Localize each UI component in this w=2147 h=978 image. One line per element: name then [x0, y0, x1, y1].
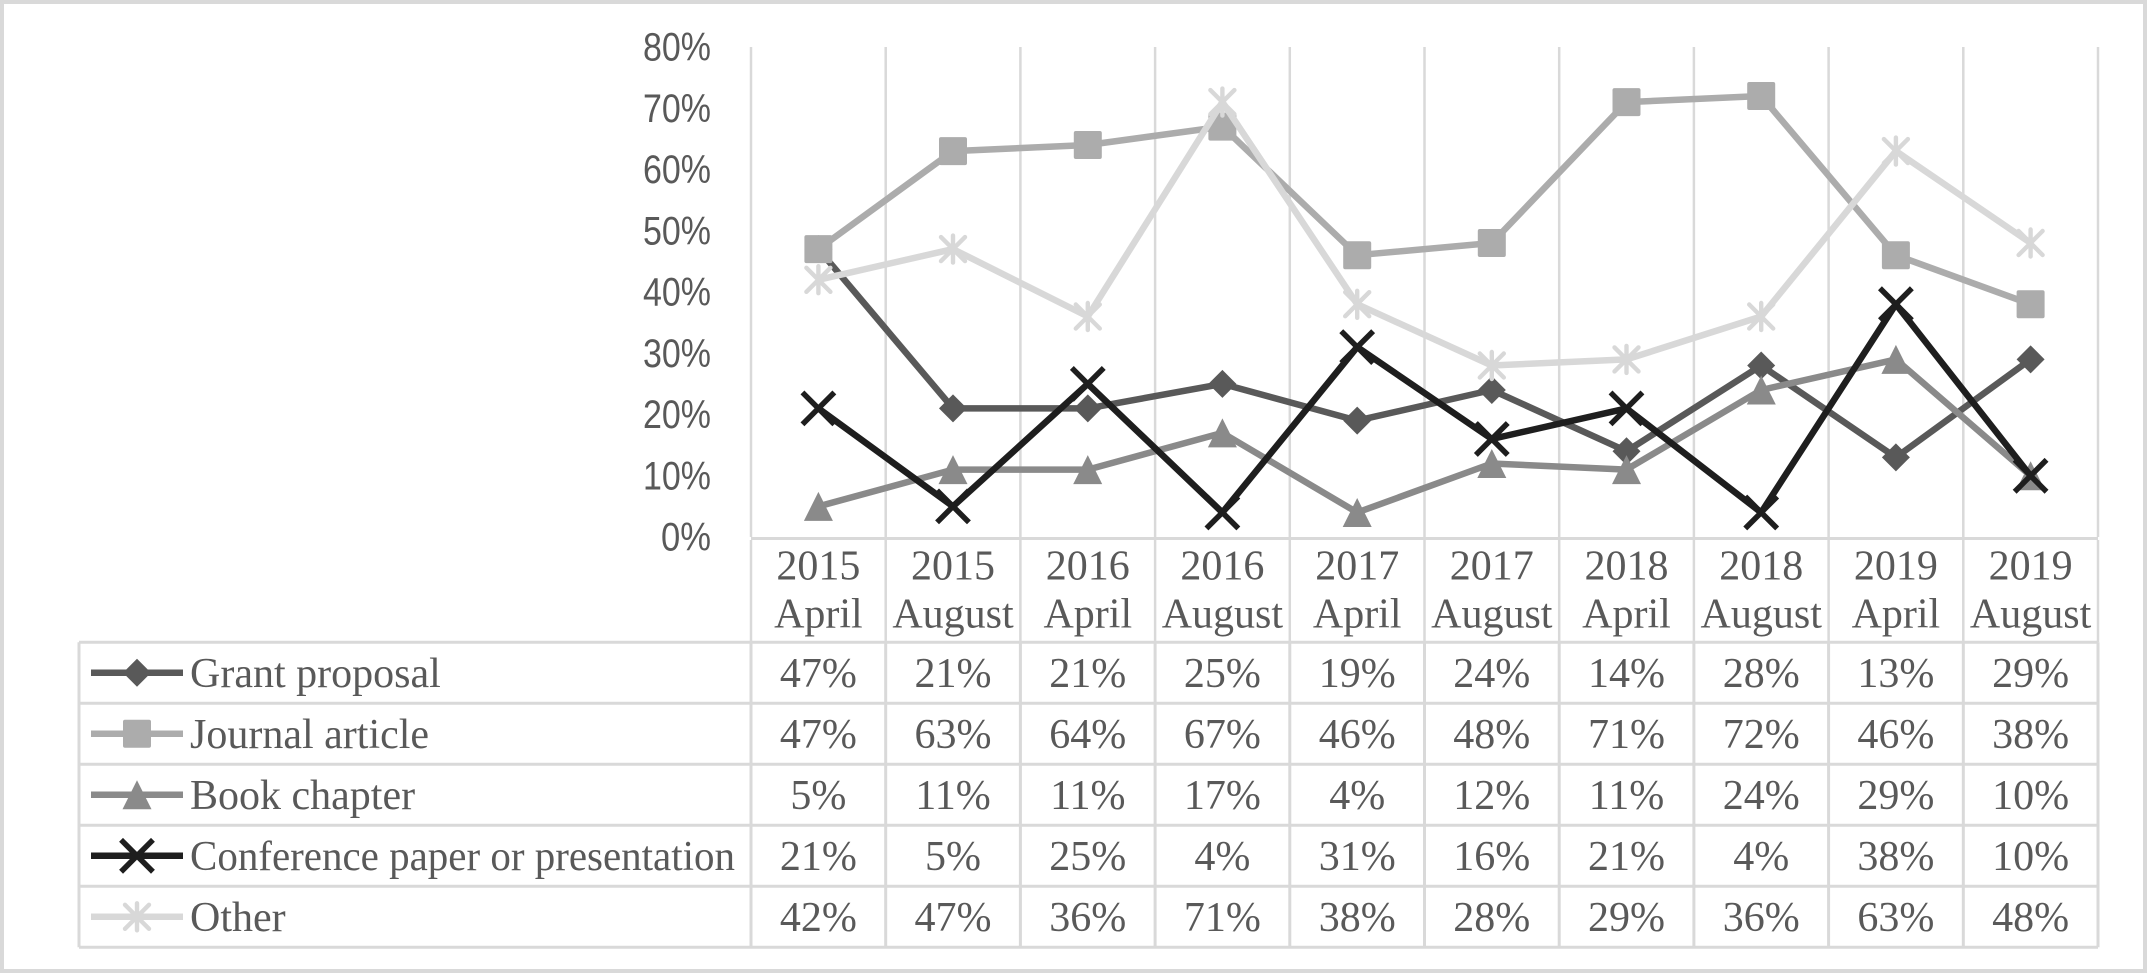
svg-text:64%: 64% — [1049, 712, 1126, 758]
svg-text:August: August — [1701, 591, 1823, 637]
svg-text:67%: 67% — [1184, 712, 1261, 758]
svg-text:5%: 5% — [925, 834, 981, 880]
svg-text:4%: 4% — [1329, 773, 1385, 819]
svg-text:13%: 13% — [1857, 651, 1934, 697]
svg-text:21%: 21% — [915, 651, 992, 697]
svg-text:60%: 60% — [643, 148, 711, 192]
svg-text:Book chapter: Book chapter — [190, 773, 415, 819]
svg-text:17%: 17% — [1184, 773, 1261, 819]
svg-text:36%: 36% — [1049, 895, 1126, 941]
svg-text:29%: 29% — [1857, 773, 1934, 819]
svg-text:10%: 10% — [1992, 773, 2069, 819]
svg-text:April: April — [774, 591, 863, 637]
svg-text:5%: 5% — [790, 773, 846, 819]
svg-text:11%: 11% — [915, 773, 990, 819]
svg-text:40%: 40% — [643, 271, 711, 315]
svg-text:0%: 0% — [661, 516, 711, 560]
svg-text:12%: 12% — [1453, 773, 1530, 819]
svg-text:2017: 2017 — [1450, 544, 1534, 590]
svg-text:46%: 46% — [1857, 712, 1934, 758]
svg-text:30%: 30% — [643, 332, 711, 376]
svg-text:28%: 28% — [1453, 895, 1530, 941]
svg-text:Conference paper or presentati: Conference paper or presentation — [190, 834, 735, 880]
svg-text:2018: 2018 — [1585, 544, 1669, 590]
svg-text:2019: 2019 — [1854, 544, 1938, 590]
svg-text:47%: 47% — [780, 651, 857, 697]
svg-text:2015: 2015 — [776, 544, 860, 590]
svg-text:63%: 63% — [1857, 895, 1934, 941]
svg-text:April: April — [1852, 591, 1941, 637]
svg-text:16%: 16% — [1453, 834, 1530, 880]
svg-text:20%: 20% — [643, 393, 711, 437]
svg-text:70%: 70% — [643, 87, 711, 131]
svg-text:April: April — [1582, 591, 1671, 637]
svg-text:11%: 11% — [1589, 773, 1664, 819]
svg-text:24%: 24% — [1723, 773, 1800, 819]
svg-text:Grant proposal: Grant proposal — [190, 651, 441, 697]
svg-text:2016: 2016 — [1046, 544, 1130, 590]
svg-text:April: April — [1043, 591, 1132, 637]
svg-text:47%: 47% — [915, 895, 992, 941]
svg-text:Journal article: Journal article — [190, 712, 429, 758]
svg-text:4%: 4% — [1733, 834, 1789, 880]
svg-text:63%: 63% — [915, 712, 992, 758]
svg-text:72%: 72% — [1723, 712, 1800, 758]
svg-text:25%: 25% — [1049, 834, 1126, 880]
svg-text:21%: 21% — [780, 834, 857, 880]
svg-text:Other: Other — [190, 895, 286, 941]
svg-text:14%: 14% — [1588, 651, 1665, 697]
svg-text:42%: 42% — [780, 895, 857, 941]
svg-text:2016: 2016 — [1180, 544, 1264, 590]
svg-text:August: August — [1431, 591, 1553, 637]
svg-text:46%: 46% — [1319, 712, 1396, 758]
svg-text:11%: 11% — [1050, 773, 1125, 819]
svg-text:August: August — [892, 591, 1014, 637]
svg-text:80%: 80% — [643, 26, 711, 70]
svg-text:19%: 19% — [1319, 651, 1396, 697]
svg-text:2019: 2019 — [1989, 544, 2073, 590]
svg-text:25%: 25% — [1184, 651, 1261, 697]
svg-text:29%: 29% — [1992, 651, 2069, 697]
svg-text:38%: 38% — [1857, 834, 1934, 880]
svg-text:38%: 38% — [1992, 712, 2069, 758]
svg-text:28%: 28% — [1723, 651, 1800, 697]
svg-text:24%: 24% — [1453, 651, 1530, 697]
svg-text:71%: 71% — [1184, 895, 1261, 941]
svg-text:31%: 31% — [1319, 834, 1396, 880]
svg-text:2017: 2017 — [1315, 544, 1399, 590]
svg-text:48%: 48% — [1992, 895, 2069, 941]
svg-text:10%: 10% — [1992, 834, 2069, 880]
svg-text:29%: 29% — [1588, 895, 1665, 941]
svg-text:4%: 4% — [1194, 834, 1250, 880]
svg-text:2018: 2018 — [1719, 544, 1803, 590]
svg-text:10%: 10% — [643, 454, 711, 498]
svg-text:August: August — [1970, 591, 2092, 637]
svg-text:21%: 21% — [1049, 651, 1126, 697]
svg-text:38%: 38% — [1319, 895, 1396, 941]
svg-text:April: April — [1313, 591, 1402, 637]
svg-text:21%: 21% — [1588, 834, 1665, 880]
svg-text:71%: 71% — [1588, 712, 1665, 758]
svg-text:2015: 2015 — [911, 544, 995, 590]
svg-text:47%: 47% — [780, 712, 857, 758]
svg-text:48%: 48% — [1453, 712, 1530, 758]
svg-text:36%: 36% — [1723, 895, 1800, 941]
svg-text:50%: 50% — [643, 209, 711, 253]
svg-text:August: August — [1162, 591, 1284, 637]
